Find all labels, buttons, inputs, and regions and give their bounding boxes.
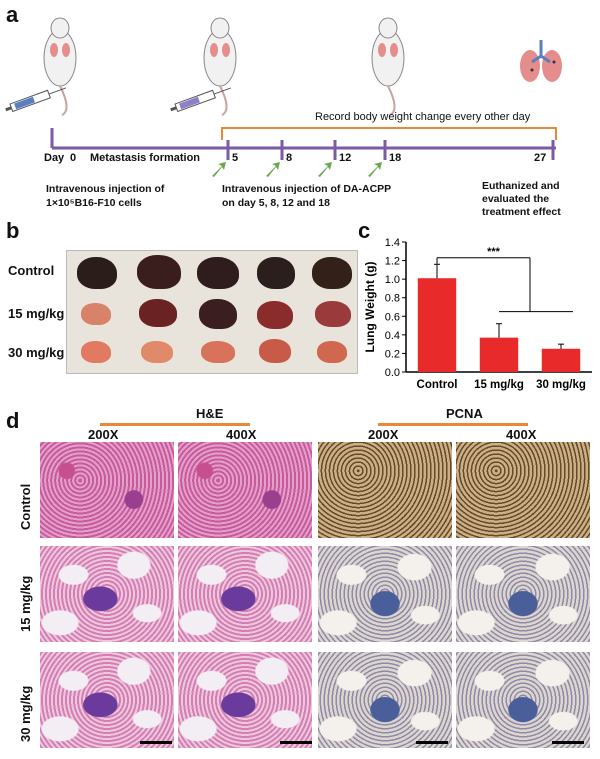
- panel-label-a: a: [6, 2, 19, 27]
- lungs-photo: [66, 250, 358, 374]
- lungs-icon: [520, 40, 562, 82]
- panel-d-row-label: 30 mg/kg: [18, 685, 33, 742]
- y-tick-label: 1.2: [385, 256, 400, 268]
- scale-bar: [140, 741, 172, 744]
- micrograph-tile: [178, 442, 312, 538]
- micrograph-tile: [456, 546, 590, 642]
- y-tick-label: 0.4: [385, 330, 400, 342]
- mouse-icon: [371, 17, 405, 116]
- injection-text-1: Intravenous injection of: [46, 183, 165, 195]
- micrograph-tile: [456, 652, 590, 748]
- bar: [479, 337, 519, 372]
- end-text-3: treatment effect: [482, 206, 561, 218]
- scale-bar: [416, 741, 448, 744]
- green-arrow-icons: [212, 162, 382, 177]
- micrograph-tile: [178, 652, 312, 748]
- mouse-icon: [43, 17, 77, 116]
- y-tick-label: 0.8: [385, 293, 400, 305]
- end-text-1: Euthanized and: [482, 180, 560, 192]
- magnification-label: 400X: [226, 427, 257, 442]
- micrograph-tile: [40, 546, 174, 642]
- y-tick-label: 0.2: [385, 348, 400, 360]
- syringe-icon: [5, 87, 67, 113]
- magnification-label: 400X: [506, 427, 537, 442]
- panel-b-row-label: Control: [8, 263, 55, 278]
- magnification-label: 200X: [88, 427, 119, 442]
- lung-weight-chart: 0.0 0.2 0.4 0.6 0.8 1.0 1.2 1.4 Lung Weight (g) C…: [363, 237, 592, 391]
- panel-b-row-label: 15 mg/kg: [8, 306, 65, 321]
- day-8: 8: [286, 152, 293, 164]
- y-axis-label: Lung Weight (g): [363, 261, 377, 352]
- magnification-label: 200X: [368, 427, 399, 442]
- x-tick-label: 30 mg/kg: [536, 379, 586, 391]
- pcna-title: PCNA: [446, 406, 483, 421]
- panel-d-row-label: 15 mg/kg: [18, 575, 33, 632]
- day-18: 18: [389, 152, 402, 164]
- x-tick-label: 15 mg/kg: [474, 379, 524, 391]
- y-tick-label: 1.0: [385, 274, 400, 286]
- treatment-text-2: on day 5, 8, 12 and 18: [222, 197, 330, 209]
- micrograph-tile: [456, 442, 590, 538]
- bar: [541, 348, 581, 372]
- bar: [417, 278, 457, 372]
- y-tick-label: 0.6: [385, 311, 400, 323]
- end-text-2: evaluated the: [482, 193, 550, 205]
- syringe-icon: [170, 87, 232, 113]
- y-tick-label: 0.0: [385, 367, 400, 379]
- day-5: 5: [232, 152, 239, 164]
- panel-b-row-label: 30 mg/kg: [8, 345, 65, 360]
- he-underline: [100, 423, 250, 426]
- metastasis-text: Metastasis formation: [90, 152, 201, 164]
- micrograph-tile: [318, 442, 452, 538]
- record-weight-text: Record body weight change every other da…: [315, 111, 531, 123]
- treatment-text-1: Intravenous injection of DA-ACPP: [222, 183, 392, 195]
- mouse-icon: [203, 17, 237, 116]
- micrograph-tile: [318, 652, 452, 748]
- panel-d-row-label: Control: [18, 483, 33, 530]
- scale-bar: [280, 741, 312, 744]
- y-tick-label: 1.4: [385, 237, 400, 249]
- day-12: 12: [339, 152, 352, 164]
- micrograph-tile: [40, 652, 174, 748]
- scale-bar: [552, 741, 584, 744]
- day-0: 0: [70, 152, 77, 164]
- day-prefix: Day: [44, 152, 65, 164]
- micrograph-tile: [40, 442, 174, 538]
- pcna-underline: [378, 423, 528, 426]
- panel-label-b: b: [6, 218, 20, 243]
- micrograph-tile: [318, 546, 452, 642]
- day-27: 27: [534, 152, 547, 164]
- x-tick-label: Control: [417, 379, 458, 391]
- significance-label: ***: [487, 246, 501, 258]
- panel-label-d: d: [6, 408, 20, 433]
- injection-text-2: 1×10⁵B16-F10 cells: [46, 197, 142, 209]
- panel-a-illustrations: [5, 17, 562, 177]
- micrograph-tile: [178, 546, 312, 642]
- panel-label-c: c: [358, 218, 371, 243]
- he-title: H&E: [196, 406, 224, 421]
